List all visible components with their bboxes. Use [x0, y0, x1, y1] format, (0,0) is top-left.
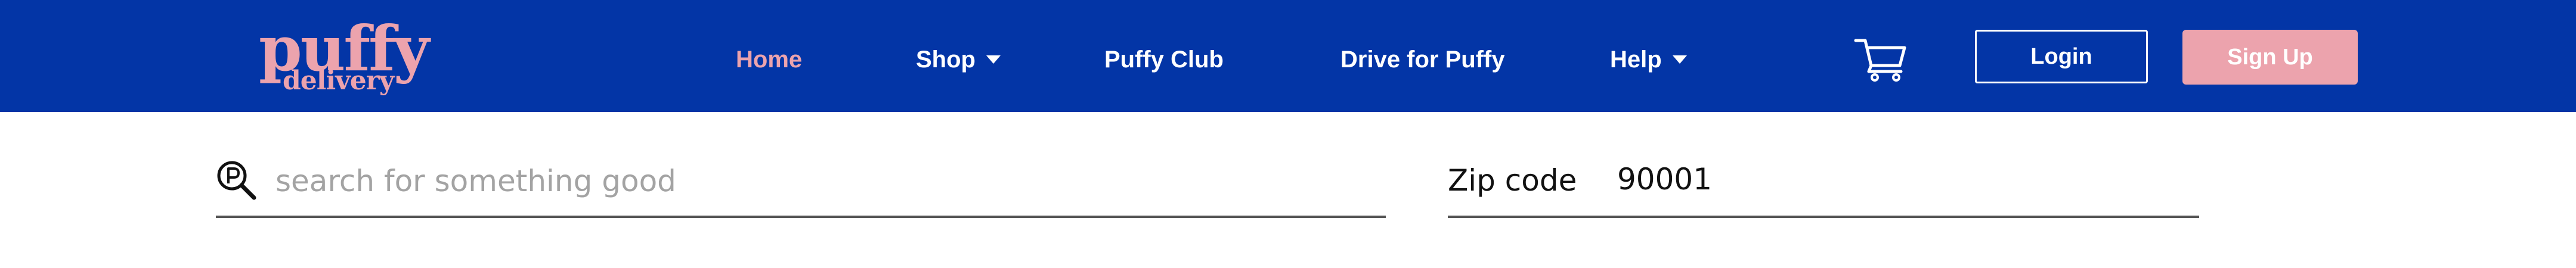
- nav-help-label: Help: [1610, 46, 1662, 73]
- zip-code-input[interactable]: [1617, 161, 2154, 198]
- nav-help[interactable]: Help: [1610, 48, 1687, 71]
- search-icon[interactable]: [216, 160, 258, 201]
- shopping-cart-icon[interactable]: [1853, 36, 1907, 82]
- site-header: puffy delivery Home Shop Puffy Club Driv…: [0, 0, 2576, 112]
- nav-home[interactable]: Home: [736, 46, 803, 73]
- search-input[interactable]: [275, 163, 1373, 199]
- nav-shop-label: Shop: [916, 46, 976, 73]
- login-button[interactable]: Login: [1975, 30, 2148, 83]
- chevron-down-icon: [986, 55, 1001, 64]
- puffy-delivery-logo[interactable]: puffy delivery: [259, 18, 429, 101]
- zip-code-label: Zip code: [1448, 163, 1577, 198]
- zip-code-field: Zip code: [1448, 156, 2199, 218]
- chevron-down-icon: [1672, 55, 1687, 64]
- logo-subtitle: delivery: [283, 66, 394, 96]
- signup-button[interactable]: Sign Up: [2182, 30, 2358, 85]
- nav-shop[interactable]: Shop: [916, 48, 1001, 71]
- logo-wordmark: puffy: [259, 12, 429, 85]
- nav-puffy-club[interactable]: Puffy Club: [1104, 46, 1224, 73]
- nav-drive-for-puffy[interactable]: Drive for Puffy: [1340, 46, 1505, 73]
- search-bar: [216, 156, 1386, 218]
